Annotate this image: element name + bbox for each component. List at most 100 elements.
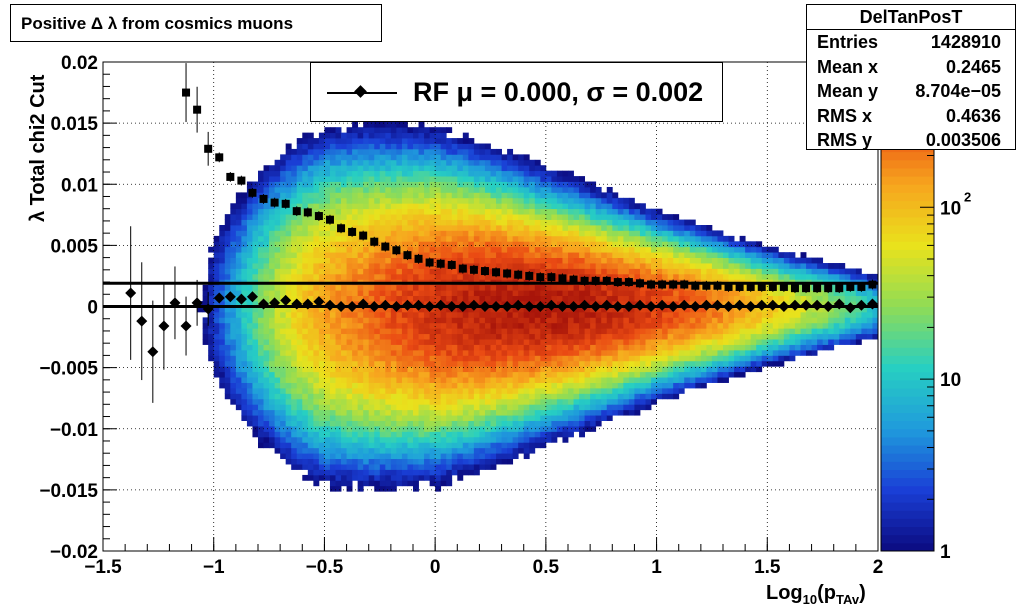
- heatmap-cell: [568, 339, 574, 345]
- heatmap-cell: [628, 398, 635, 405]
- heatmap-cell: [396, 176, 403, 182]
- heatmap-cell: [385, 382, 392, 389]
- heatmap-cell: [258, 333, 264, 340]
- heatmap-cell: [756, 290, 763, 297]
- heatmap-cell: [424, 295, 431, 302]
- heatmap-cell: [390, 121, 397, 128]
- heatmap-cell: [274, 415, 281, 421]
- heatmap-cell: [280, 290, 287, 297]
- heatmap-cell: [523, 453, 530, 460]
- heatmap-cell: [258, 257, 264, 264]
- heatmap-cell: [518, 388, 525, 394]
- heatmap-cell: [407, 409, 414, 416]
- heatmap-cell: [258, 371, 264, 378]
- heatmap-cell: [246, 355, 253, 362]
- heatmap-cell: [346, 241, 353, 248]
- heatmap-cell: [606, 344, 613, 351]
- heatmap-cell: [656, 360, 663, 367]
- heatmap-cell: [413, 219, 419, 226]
- heatmap-cell: [390, 165, 397, 172]
- heatmap-cell: [429, 360, 436, 367]
- heatmap-cell: [496, 284, 502, 291]
- heatmap-cell: [545, 219, 552, 226]
- heatmap-cell: [756, 355, 763, 362]
- heatmap-cell: [329, 127, 336, 134]
- heatmap-cell: [562, 311, 569, 318]
- heatmap-cell: [346, 208, 353, 215]
- heatmap-cell: [468, 170, 475, 177]
- heatmap-cell: [363, 121, 370, 128]
- heatmap-cell: [490, 148, 497, 155]
- heatmap-cell: [440, 469, 447, 476]
- heatmap-cell: [324, 197, 331, 204]
- heatmap-cell: [446, 409, 453, 416]
- heatmap-cell: [601, 295, 608, 302]
- heatmap-cell: [341, 208, 347, 215]
- heatmap-cell: [651, 235, 657, 242]
- heatmap-cell: [291, 447, 298, 454]
- heatmap-cell: [523, 360, 530, 367]
- heatmap-cell: [617, 328, 624, 335]
- heatmap-cell: [684, 306, 691, 313]
- heatmap-cell: [728, 295, 735, 302]
- heatmap-cell: [324, 241, 331, 248]
- heatmap-cell: [656, 225, 663, 231]
- heatmap-cell: [484, 176, 491, 182]
- heatmap-cell: [440, 442, 447, 449]
- heatmap-cell: [357, 366, 364, 373]
- heatmap-cell: [451, 398, 458, 405]
- heatmap-cell: [313, 159, 320, 166]
- heatmap-cell: [523, 317, 530, 324]
- heatmap-cell: [213, 257, 220, 264]
- heatmap-cell: [313, 235, 320, 242]
- heatmap-cell: [313, 431, 320, 438]
- heatmap-cell: [285, 290, 292, 297]
- heatmap-cell: [507, 230, 514, 237]
- heatmap-cell: [329, 371, 336, 378]
- heatmap-cell: [662, 219, 669, 226]
- heatmap-cell: [451, 257, 458, 264]
- heatmap-cell: [296, 284, 303, 291]
- heatmap-cell: [490, 290, 497, 297]
- heatmap-cell: [374, 480, 381, 487]
- heatmap-cell: [280, 436, 287, 443]
- heatmap-cell: [335, 398, 342, 405]
- heatmap-cell: [634, 219, 641, 226]
- heatmap-cell: [208, 355, 215, 362]
- heatmap-cell: [435, 436, 442, 443]
- heatmap-cell: [512, 263, 519, 269]
- heatmap-cell: [628, 203, 635, 210]
- heatmap-cell: [396, 431, 403, 438]
- heatmap-cell: [285, 393, 292, 400]
- heatmap-cell: [457, 474, 464, 481]
- heatmap-cell: [263, 263, 270, 269]
- heatmap-cell: [269, 219, 276, 226]
- heatmap-cell: [258, 219, 264, 226]
- heatmap-cell: [617, 290, 624, 297]
- heatmap-cell: [534, 186, 541, 193]
- heatmap-cell: [390, 349, 397, 356]
- heatmap-cell: [584, 230, 591, 237]
- heatmap-cell: [473, 170, 480, 177]
- heatmap-cell: [462, 214, 469, 220]
- heatmap-cell: [501, 284, 508, 291]
- heatmap-cell: [473, 453, 480, 460]
- heatmap-cell: [496, 290, 502, 297]
- heatmap-cell: [468, 431, 475, 438]
- heatmap-cell: [324, 322, 331, 329]
- heatmap-cell: [601, 241, 608, 248]
- heatmap-cell: [579, 214, 586, 220]
- heatmap-cell: [579, 290, 586, 297]
- heatmap-cell: [235, 355, 242, 362]
- heatmap-cell: [617, 339, 624, 345]
- heatmap-cell: [280, 328, 287, 335]
- heatmap-cell: [341, 176, 347, 182]
- heatmap-cell: [352, 355, 359, 362]
- heatmap-cell: [274, 344, 281, 351]
- heatmap-cell: [424, 469, 431, 476]
- heatmap-cell: [396, 127, 403, 134]
- heatmap-cell: [429, 426, 436, 432]
- heatmap-cell: [534, 420, 541, 427]
- heatmap-cell: [274, 436, 281, 443]
- heatmap-cell: [440, 176, 447, 182]
